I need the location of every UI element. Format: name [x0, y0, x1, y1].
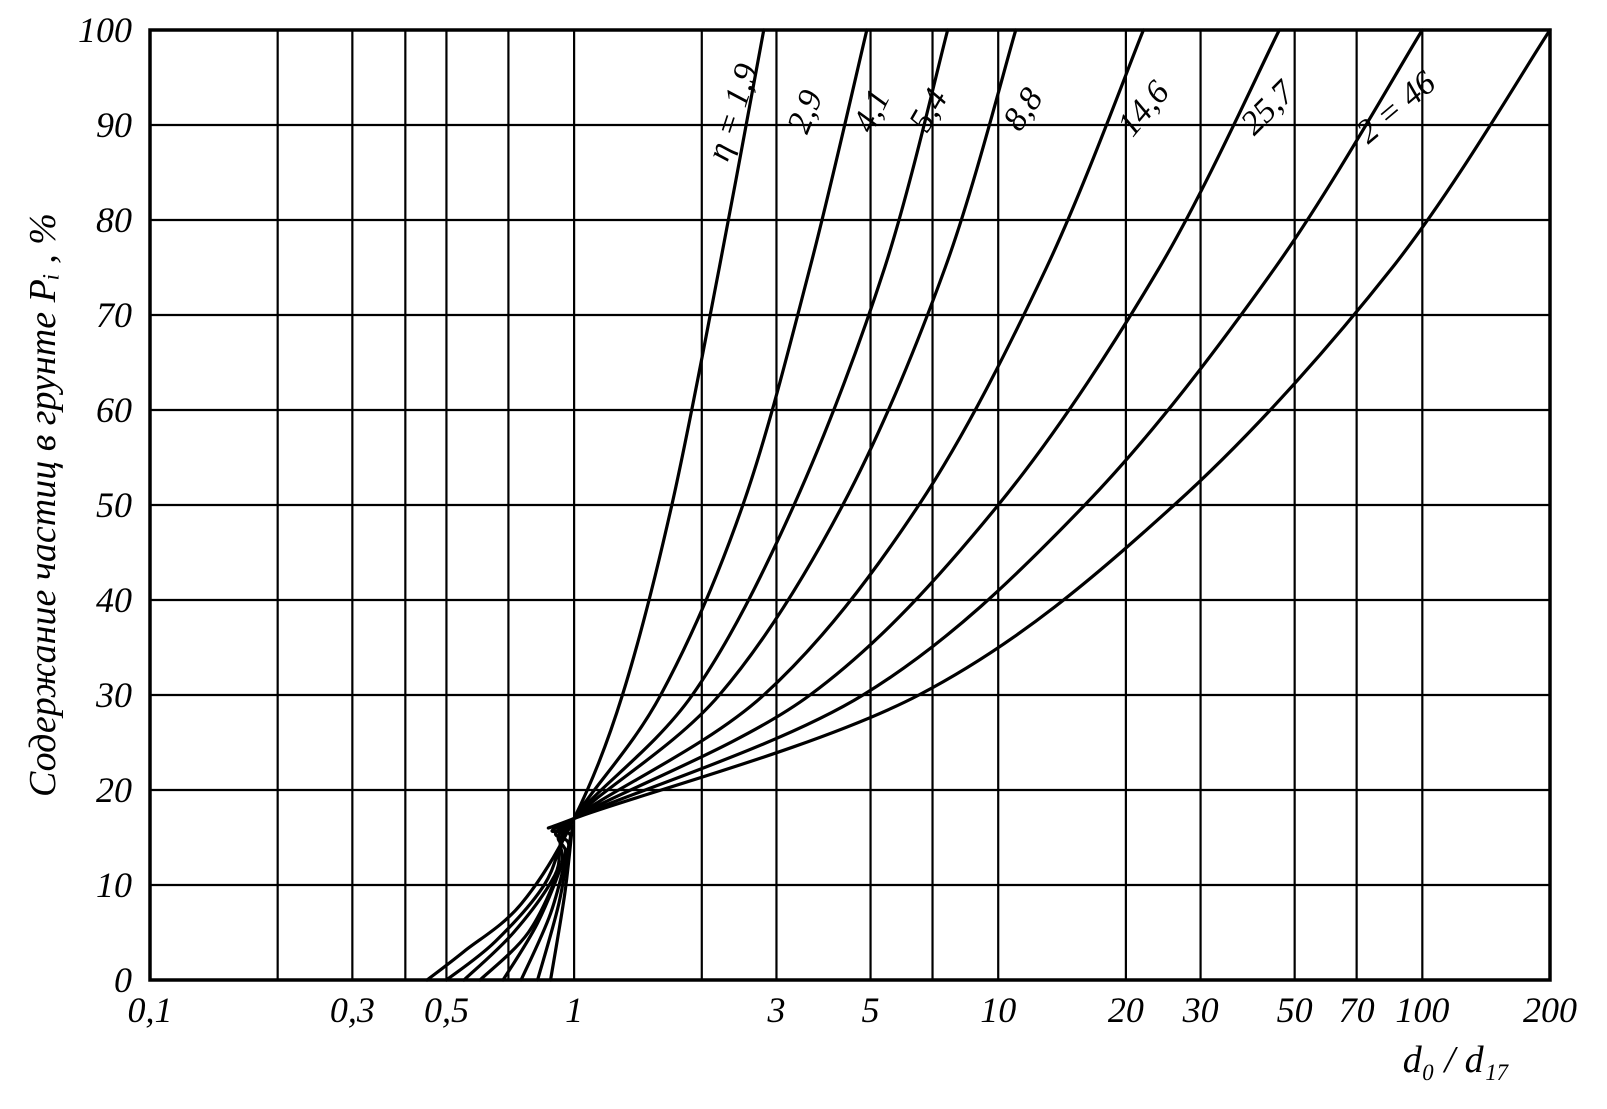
x-tick-label: 0,5 — [424, 990, 469, 1030]
x-tick-label: 30 — [1182, 990, 1219, 1030]
x-tick-label: 5 — [862, 990, 880, 1030]
chart-background — [0, 0, 1607, 1109]
x-tick-label: 1 — [565, 990, 583, 1030]
grain-distribution-chart: η = 1,92,94,15,48,814,625,72 = 460,10,30… — [0, 0, 1607, 1109]
y-tick-label: 0 — [114, 960, 132, 1000]
y-tick-label: 20 — [96, 770, 132, 810]
x-tick-label: 200 — [1523, 990, 1577, 1030]
y-axis-title: Содержание частиц в грунте Pᵢ , % — [22, 213, 64, 797]
y-tick-label: 10 — [96, 865, 132, 905]
y-tick-label: 30 — [95, 675, 132, 715]
y-tick-label: 40 — [96, 580, 132, 620]
y-tick-label: 50 — [96, 485, 132, 525]
x-tick-label: 0,1 — [128, 990, 173, 1030]
y-tick-label: 60 — [96, 390, 132, 430]
y-tick-label: 70 — [96, 295, 132, 335]
x-tick-label: 50 — [1277, 990, 1313, 1030]
x-tick-label: 100 — [1395, 990, 1449, 1030]
y-tick-label: 100 — [78, 10, 132, 50]
x-tick-label: 70 — [1339, 990, 1375, 1030]
chart-container: η = 1,92,94,15,48,814,625,72 = 460,10,30… — [0, 0, 1607, 1109]
x-tick-label: 3 — [766, 990, 785, 1030]
y-tick-label: 80 — [96, 200, 132, 240]
x-tick-label: 10 — [980, 990, 1016, 1030]
x-tick-label: 20 — [1108, 990, 1144, 1030]
x-axis-title: d₀ / d₁₇ — [1403, 1039, 1510, 1081]
x-tick-label: 0,3 — [330, 990, 375, 1030]
y-tick-label: 90 — [96, 105, 132, 145]
